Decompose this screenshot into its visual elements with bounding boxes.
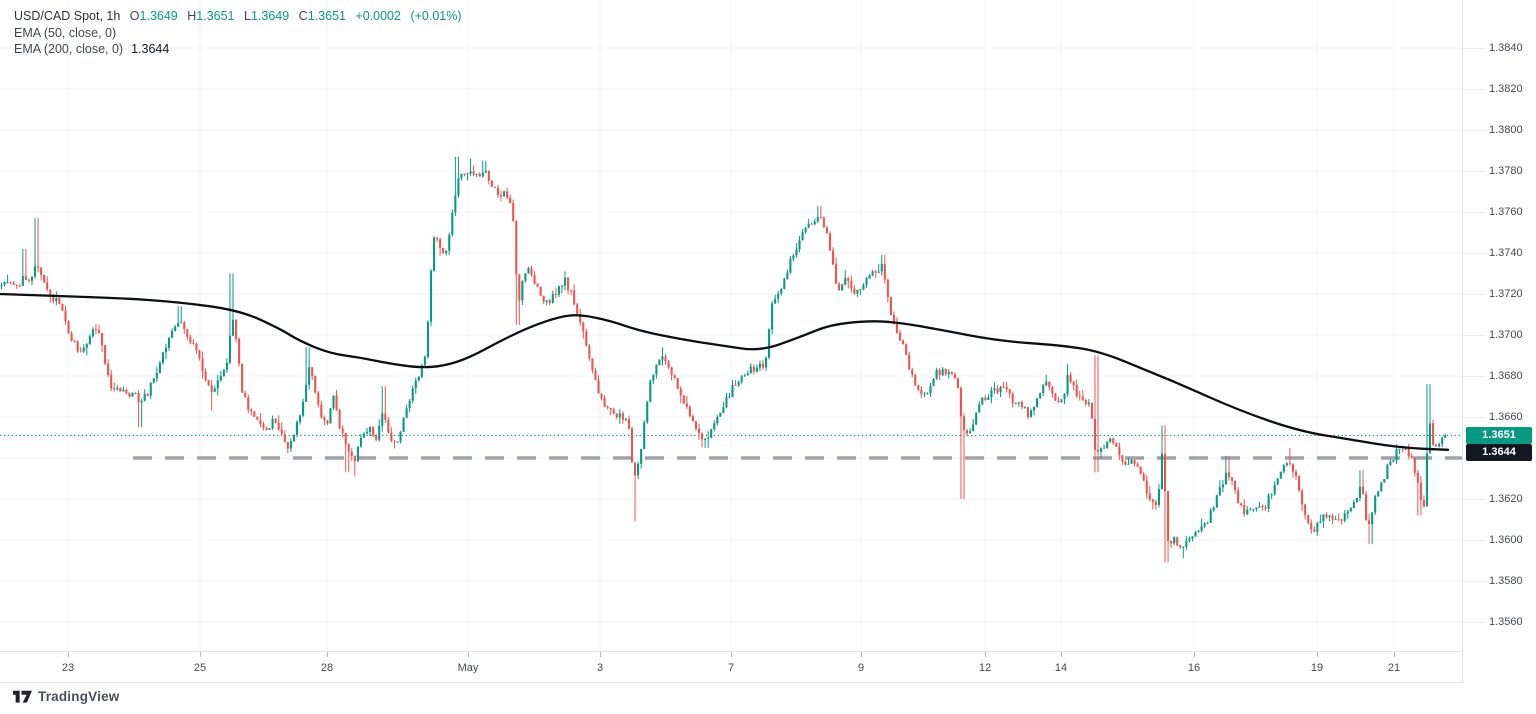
price-tick-label: 1.3680: [1489, 369, 1523, 382]
price-tick-label: 1.3780: [1489, 164, 1523, 177]
time-tick-label: 21: [1387, 662, 1401, 674]
time-tick-label: 28: [320, 662, 334, 674]
price-tick-mark: [1463, 212, 1485, 213]
time-tick-mark: [68, 652, 69, 657]
price-tick-mark: [1463, 171, 1485, 172]
close-label: C: [298, 9, 308, 23]
price-tick-label: 1.3720: [1489, 287, 1523, 300]
time-tick-mark: [1317, 652, 1318, 657]
low-label: L: [243, 9, 251, 23]
tradingview-logo[interactable]: TradingView: [13, 689, 119, 704]
price-tick-mark: [1463, 294, 1485, 295]
symbol-legend-row[interactable]: USD/CAD Spot, 1h O1.3649 H1.3651 L1.3649…: [14, 8, 462, 25]
time-tick-label: May: [457, 662, 479, 674]
price-tick-mark: [1463, 89, 1485, 90]
price-tick-label: 1.3660: [1489, 410, 1523, 423]
candlestick-chart[interactable]: [0, 0, 1462, 651]
price-tick-label: 1.3800: [1489, 123, 1523, 136]
price-tick-label: 1.3620: [1489, 492, 1523, 505]
price-tick-mark: [1463, 540, 1485, 541]
price-tick-mark: [1463, 335, 1485, 336]
indicator-legend-ema200[interactable]: EMA (200, close, 0) 1.3644: [14, 41, 462, 58]
time-axis[interactable]: 23 25 28 May 3 7 9 12 14 16 19 21: [0, 651, 1536, 683]
price-tick-label: 1.3580: [1489, 574, 1523, 587]
ema50-label: EMA (50, close, 0): [14, 25, 117, 40]
time-tick-label: 12: [978, 662, 992, 674]
close-value: 1.3651: [307, 9, 346, 23]
price-tick-mark: [1463, 622, 1485, 623]
time-tick-label: 23: [61, 662, 75, 674]
high-value: 1.3651: [196, 9, 235, 23]
indicator-legend-ema50[interactable]: EMA (50, close, 0): [14, 25, 462, 42]
high-label: H: [187, 9, 197, 23]
time-tick-mark: [731, 652, 732, 657]
time-tick-label: 9: [857, 662, 865, 674]
price-tick-label: 1.3840: [1489, 41, 1523, 54]
ema200-value: 1.3644: [131, 42, 170, 56]
time-tick-label: 16: [1187, 662, 1201, 674]
symbol-title: USD/CAD Spot, 1h: [14, 9, 121, 23]
price-tick-label: 1.3600: [1489, 533, 1523, 546]
open-value: 1.3649: [139, 9, 178, 23]
change-percent: (+0.01%): [410, 9, 462, 23]
price-tick-label: 1.3560: [1489, 615, 1523, 628]
time-tick-mark: [468, 652, 469, 657]
gridlines: [0, 0, 1462, 651]
low-value: 1.3649: [250, 9, 290, 23]
price-tick-label: 1.3740: [1489, 246, 1523, 259]
candle-bodies-up: [0, 170, 1447, 548]
time-tick-mark: [327, 652, 328, 657]
last-price-badge: 1.3651: [1466, 426, 1532, 444]
time-tick-mark: [1194, 652, 1195, 657]
time-tick-mark: [861, 652, 862, 657]
price-tick-mark: [1463, 499, 1485, 500]
price-tick-mark: [1463, 253, 1485, 254]
time-tick-mark: [1061, 652, 1062, 657]
open-label: O: [129, 9, 140, 23]
time-tick-label: 7: [727, 662, 735, 674]
time-tick-label: 14: [1054, 662, 1068, 674]
price-tick-label: 1.3820: [1489, 82, 1523, 95]
price-tick-mark: [1463, 417, 1485, 418]
price-axis[interactable]: 1.3840 1.3820 1.3800 1.3780 1.3760 1.3740 1.37…: [1462, 0, 1536, 683]
time-tick-label: 3: [596, 662, 604, 674]
time-tick-label: 19: [1310, 662, 1324, 674]
tradingview-wordmark: TradingView: [38, 689, 120, 704]
price-tick-mark: [1463, 581, 1485, 582]
price-tick-mark: [1463, 130, 1485, 131]
price-tick-mark: [1463, 376, 1485, 377]
time-tick-mark: [600, 652, 601, 657]
price-tick-label: 1.3700: [1489, 328, 1523, 341]
chart-legend: USD/CAD Spot, 1h O1.3649 H1.3651 L1.3649…: [14, 8, 462, 58]
price-tick-label: 1.3760: [1489, 205, 1523, 218]
ema200-label: EMA (200, close, 0): [14, 42, 124, 56]
candle-wicks-down: [10, 165, 1437, 563]
candle-wicks-up: [1, 156, 1446, 559]
ema-value-badge: 1.3644: [1466, 443, 1532, 461]
tradingview-icon: [13, 690, 32, 703]
price-tick-mark: [1463, 48, 1485, 49]
change-value: +0.0002: [355, 9, 401, 23]
ema-200-line[interactable]: [0, 292, 1450, 451]
time-tick-mark: [1394, 652, 1395, 657]
time-tick-label: 25: [193, 662, 207, 674]
time-tick-mark: [200, 652, 201, 657]
time-tick-mark: [985, 652, 986, 657]
price-chart-plot[interactable]: USD/CAD Spot, 1h O1.3649 H1.3651 L1.3649…: [0, 0, 1462, 651]
